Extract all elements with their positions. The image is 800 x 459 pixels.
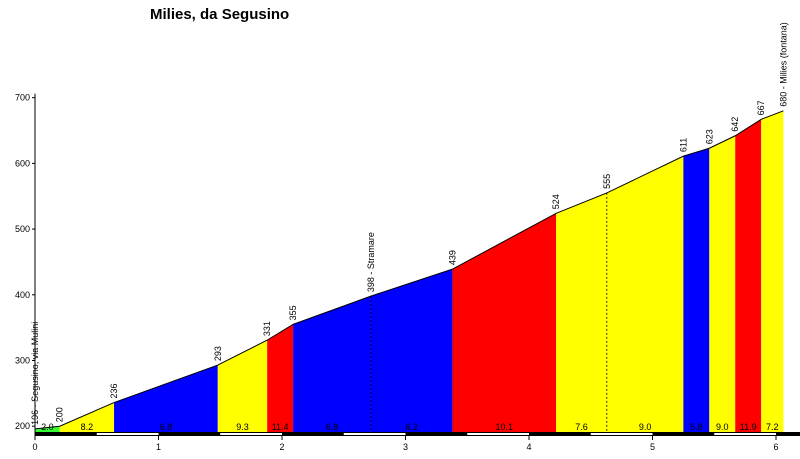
gradient-label: 7.6 [575,422,588,432]
segment-yellow [761,110,784,433]
elevation-label: 236 [109,384,119,399]
x-axis-bar-band [590,433,653,435]
segment-yellow [59,402,115,432]
segment-yellow [217,340,268,432]
segment-yellow [606,156,684,432]
x-axis-bar-band [714,433,776,435]
elevation-label: 196 - Segusino, via Mulini [30,322,40,425]
x-tick-label: 2 [279,442,284,452]
y-tick-label: 400 [15,290,30,300]
y-tick-label: 300 [15,355,30,365]
gradient-label: 8.2 [81,422,94,432]
segment-red [267,324,294,432]
gradient-label: 6.2 [405,422,418,432]
y-tick-label: 600 [15,158,30,168]
segment-blue [683,148,710,432]
segment-red [452,213,557,432]
segment-blue [370,269,453,432]
segment-yellow [556,192,607,432]
gradient-label: 10.1 [496,422,514,432]
y-tick-label: 200 [15,421,30,431]
x-axis-bar-band [343,433,406,435]
y-tick-label: 500 [15,224,30,234]
gradient-label: 9.3 [236,422,249,432]
x-tick-label: 0 [32,442,37,452]
elevation-label: 439 [447,250,457,265]
y-tick-label: 700 [15,93,30,103]
elevation-label: 524 [551,194,561,209]
x-axis-bar-band [467,433,529,435]
elevation-label: 555 [602,174,612,189]
gradient-label: 6.8 [326,422,339,432]
segment-green [35,426,60,432]
x-tick-label: 3 [403,442,408,452]
gradient-label: 6.8 [160,422,173,432]
chart-title: Milies, da Segusino [150,6,290,23]
gradient-label: 9.0 [639,422,652,432]
x-axis-bar-band [220,433,282,435]
segment-blue [114,365,218,432]
elevation-label: 642 [730,117,740,132]
gradient-label: 11.4 [272,422,289,432]
elevation-label: 331 [262,321,272,336]
gradient-segments [34,110,784,433]
segment-blue [293,296,371,432]
elevation-label: 667 [756,100,766,115]
elevation-label: 611 [678,138,688,152]
gradient-label: 11.9 [740,422,757,432]
elevation-label: 293 [213,346,223,361]
elevation-label: 623 [704,129,714,144]
elevation-label: 200 [55,407,65,422]
elevation-labels: 196 - Segusino, via Mulini 200 236 293 331 35… [30,22,788,425]
gradient-label: 5.8 [690,422,703,432]
segment-yellow [709,135,736,433]
elevation-label: 680 - Milies (fontana) [778,22,788,107]
segment-red [735,119,762,433]
gradient-label: 7.2 [766,422,779,432]
x-tick-label: 6 [773,442,778,452]
x-tick-label: 4 [526,442,531,452]
elevation-label: 355 [288,305,298,320]
waypoint-markers [370,192,608,432]
x-axis-bar-band [96,433,159,435]
gradient-label: 2.0 [41,422,54,432]
gradient-label: 9.0 [716,422,729,432]
profile-line [34,110,784,430]
elevation-label: 398 - Stramare [366,232,376,292]
x-axis-bar [35,432,800,436]
x-tick-label: 5 [650,442,655,452]
x-tick-label: 1 [156,442,161,452]
gradient-labels: 2.0 8.2 6.8 9.3 11.4 6.8 6.2 10.1 7.6 9.0 5.8 9.0 11… [41,422,778,432]
axes: 200 300 400 500 600 700 0 1 2 3 4 5 6 [15,93,800,452]
